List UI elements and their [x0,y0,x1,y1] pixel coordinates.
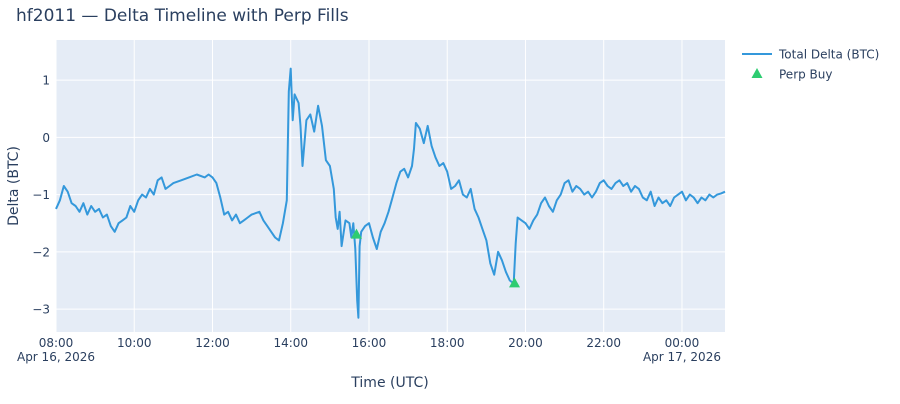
x-tick-label: 10:00 [117,336,152,350]
x-axis-label: Time (UTC) [350,375,428,391]
x-tick-label: 18:00 [430,336,465,350]
x-tick-label: 08:00 [39,336,74,350]
x-tick-label: 20:00 [508,336,543,350]
series-line-total-delta [55,67,726,319]
y-tick-label: 1 [42,74,50,88]
y-tick-labels: 1 0 −1 −2 −3 [32,74,50,317]
y-tick-label: −2 [32,245,50,259]
legend-item[interactable]: Perp Buy [751,68,833,82]
x-tick-label: 14:00 [273,336,308,350]
x-tick-label: 00:00 [665,336,700,350]
y-tick-label: −3 [32,303,50,317]
x-tick-label: 22:00 [586,336,621,350]
legend-triangle-icon [751,68,763,78]
y-tick-label: 0 [42,131,50,145]
legend[interactable]: Total Delta (BTC) Perp Buy [742,48,879,82]
legend-label: Total Delta (BTC) [778,48,879,62]
y-tick-label: −1 [32,188,50,202]
perp-buy-marker [509,277,521,288]
x-tick-label: 12:00 [195,336,230,350]
x-tick-date-label: Apr 16, 2026 [17,350,95,364]
legend-label: Perp Buy [779,68,833,82]
perp-buy-marker [350,228,362,239]
legend-item[interactable]: Total Delta (BTC) [742,48,879,62]
x-tick-date-label: Apr 17, 2026 [643,350,721,364]
x-tick-label: 16:00 [352,336,387,350]
y-axis-label: Delta (BTC) [6,146,22,226]
series-layer [55,67,726,319]
chart-title: hf2011 — Delta Timeline with Perp Fills [16,6,349,26]
